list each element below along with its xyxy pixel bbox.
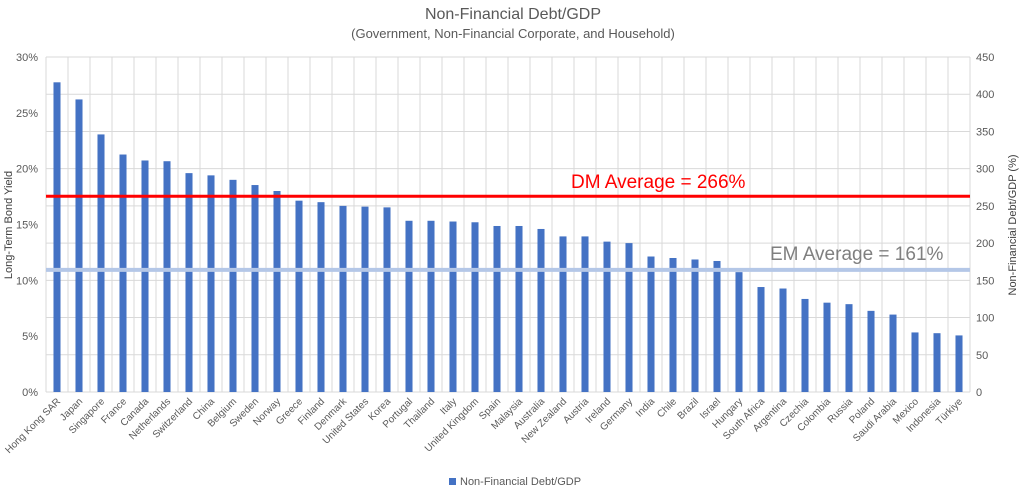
- bar: [427, 220, 435, 392]
- bars: [53, 82, 963, 393]
- left-tick-label: 10%: [16, 275, 38, 287]
- right-tick-label: 50: [976, 350, 988, 362]
- right-tick-label: 350: [976, 126, 994, 138]
- bar: [713, 260, 721, 392]
- bar: [471, 222, 479, 392]
- left-axis-title: Long-Term Bond Yield: [3, 171, 15, 279]
- bar: [207, 175, 215, 392]
- bar: [669, 258, 677, 392]
- bar: [537, 228, 545, 392]
- bar: [53, 82, 61, 393]
- bar: [845, 304, 853, 392]
- bar: [317, 202, 325, 392]
- left-tick-label: 30%: [16, 52, 38, 64]
- bar: [603, 241, 611, 392]
- category-label: Chile: [655, 396, 679, 420]
- right-tick-label: 400: [976, 89, 994, 101]
- bar: [691, 259, 699, 392]
- right-tick-label: 150: [976, 275, 994, 287]
- bar: [405, 220, 413, 392]
- bar: [251, 185, 259, 392]
- bar: [339, 205, 347, 392]
- right-axis-title: Non-Financial Debt/GDP (%): [1007, 154, 1019, 295]
- bar: [141, 160, 149, 392]
- legend: Non-Financial Debt/GDP: [449, 476, 581, 488]
- bar: [933, 333, 941, 392]
- bar: [97, 134, 105, 392]
- bar: [867, 310, 875, 392]
- chart-subtitle: (Government, Non-Financial Corporate, an…: [351, 26, 675, 41]
- right-tick-label: 100: [976, 313, 994, 325]
- right-tick-label: 300: [976, 164, 994, 176]
- bar: [493, 225, 501, 392]
- category-label: India: [634, 396, 657, 419]
- bar: [735, 272, 743, 392]
- bar: [889, 314, 897, 392]
- bar: [295, 200, 303, 392]
- bar: [449, 221, 457, 392]
- right-tick-label: 450: [976, 52, 994, 64]
- legend-label: Non-Financial Debt/GDP: [460, 476, 581, 488]
- bar: [273, 191, 281, 392]
- bar: [911, 332, 919, 392]
- gridlines: [45, 56, 971, 393]
- left-tick-label: 0%: [22, 387, 38, 399]
- right-tick-label: 0: [976, 387, 982, 399]
- bar: [229, 179, 237, 392]
- bar: [801, 298, 809, 392]
- bar: [779, 288, 787, 392]
- bar: [823, 302, 831, 392]
- chart-title: Non-Financial Debt/GDP: [425, 6, 601, 23]
- bar: [625, 243, 633, 392]
- right-tick-label: 200: [976, 238, 994, 250]
- category-labels: Hong Kong SARJapanSingaporeFranceCanadaN…: [3, 396, 965, 456]
- category-label: Hong Kong SAR: [3, 396, 63, 456]
- bar: [647, 256, 655, 392]
- bar: [163, 161, 171, 392]
- right-axis-ticks: 0 50 100 150 200 250 300 350 400 450: [976, 52, 994, 399]
- bar: [75, 99, 83, 392]
- bar: [383, 207, 391, 392]
- category-label: Brazil: [676, 396, 701, 421]
- bar: [559, 236, 567, 392]
- left-tick-label: 5%: [22, 331, 38, 343]
- reference-lines: DM Average = 266% EM Average = 161%: [46, 172, 970, 272]
- left-tick-label: 20%: [16, 164, 38, 176]
- bar: [515, 225, 523, 392]
- bar: [119, 154, 127, 392]
- left-tick-label: 25%: [16, 108, 38, 120]
- left-tick-label: 15%: [16, 220, 38, 232]
- bar: [361, 206, 369, 392]
- bar: [955, 335, 963, 392]
- em-average-label: EM Average = 161%: [770, 244, 944, 265]
- legend-swatch: [449, 478, 456, 485]
- left-axis-ticks: 0% 5% 10% 15% 20% 25% 30%: [16, 52, 38, 399]
- dm-average-label: DM Average = 266%: [571, 172, 746, 193]
- bar: [185, 173, 193, 392]
- bar: [581, 236, 589, 392]
- bar: [757, 287, 765, 392]
- right-tick-label: 250: [976, 201, 994, 213]
